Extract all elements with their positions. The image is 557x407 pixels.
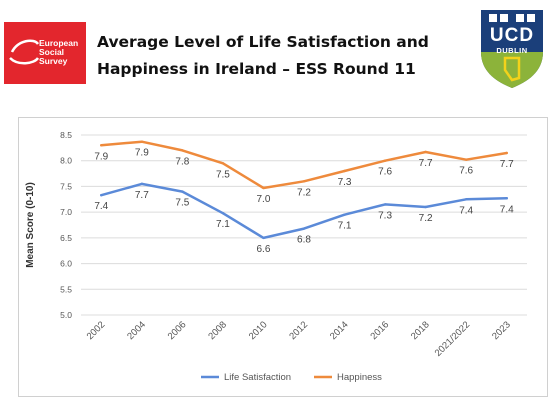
harp-icon (503, 56, 521, 82)
data-point (302, 180, 306, 183)
data-label: 7.7 (419, 158, 433, 169)
data-label: 7.1 (216, 219, 230, 230)
y-axis-ticks: 5.0 5.5 6.0 6.5 7.0 7.5 8.0 8.5 (60, 130, 72, 320)
ess-logo-text: European Social Survey (39, 39, 86, 66)
data-label: 7.7 (500, 159, 514, 170)
y-tick-label: 8.0 (60, 156, 72, 166)
chart-legend: Life Satisfaction Happiness (201, 372, 382, 383)
data-label: 7.2 (419, 213, 433, 224)
x-tick-label: 2002 (85, 319, 108, 342)
y-tick-label: 6.0 (60, 259, 72, 269)
legend-label: Life Satisfaction (224, 372, 291, 383)
data-label: 7.0 (257, 194, 271, 205)
data-label: 6.6 (257, 244, 271, 255)
ucd-logo-text: UCD (489, 25, 535, 46)
x-tick-label: 2006 (166, 319, 189, 342)
data-label: 7.3 (378, 210, 392, 221)
ess-logo-line: Survey (39, 56, 68, 66)
ucd-crest-shield (481, 10, 543, 88)
data-label: 7.9 (94, 151, 108, 162)
data-label: 6.8 (297, 235, 311, 246)
data-point (100, 144, 103, 147)
data-point (140, 140, 144, 143)
data-point (181, 190, 184, 193)
data-point (181, 149, 184, 152)
x-tick-label: 2008 (206, 319, 229, 342)
data-label: 7.2 (297, 187, 311, 198)
data-point (464, 198, 468, 201)
data-label: 7.6 (459, 166, 473, 177)
line-chart: 5.05.56.06.57.07.58.08.5 2002 2004 2006 200… (25, 130, 527, 383)
data-point (505, 151, 508, 155)
y-tick-label: 6.5 (60, 233, 72, 243)
x-tick-label: 2018 (409, 319, 432, 342)
y-tick-label: 7.0 (60, 207, 72, 217)
x-tick-label: 2004 (125, 319, 148, 342)
data-point (505, 197, 508, 200)
data-label: 7.4 (459, 205, 473, 216)
x-tick-label: 2010 (247, 319, 270, 342)
data-point (383, 203, 387, 206)
data-point (221, 211, 225, 215)
y-tick-label: 8.5 (60, 130, 72, 140)
x-tick-label: 2016 (368, 319, 391, 342)
chart-gridlines (81, 134, 527, 316)
data-label: 7.1 (338, 221, 352, 232)
data-point (424, 150, 427, 154)
x-axis-ticks: 2002 2004 2006 2008 2010 2012 2014 2016 2018 2021… (85, 319, 513, 359)
y-tick-label: 5.0 (60, 310, 72, 320)
data-point (424, 205, 427, 209)
x-tick-label: 2012 (287, 319, 310, 342)
ess-logo: European Social Survey (4, 22, 86, 84)
data-point (100, 193, 103, 197)
page-title: Average Level of Life Satisfaction and H… (97, 29, 437, 83)
data-label: 7.5 (216, 169, 230, 180)
chart-container: 5.0 5.5 6.0 6.5 7.0 7.5 8.0 8.5 2002 2004 2006 200… (18, 117, 548, 397)
y-tick-label: 7.5 (60, 181, 72, 191)
data-label: 7.6 (378, 167, 392, 178)
data-label: 7.9 (135, 148, 149, 159)
data-label: 7.3 (338, 177, 352, 188)
x-tick-label: 2014 (328, 319, 351, 342)
data-point (262, 186, 265, 190)
legend-label: Happiness (337, 372, 382, 383)
ess-logo-line: Social (39, 47, 65, 57)
ess-logo-line: European (39, 38, 79, 48)
data-point (343, 213, 346, 216)
data-point (464, 158, 468, 161)
page-title-line: Happiness in Ireland – ESS Round 11 (97, 60, 416, 78)
data-label: 7.5 (175, 198, 189, 209)
data-label: 7.8 (175, 156, 189, 167)
x-tick-label: 2021/2022 (433, 319, 473, 359)
page-title-line: Average Level of Life Satisfaction and (97, 33, 429, 51)
data-label: 7.4 (500, 204, 514, 215)
y-tick-label: 5.5 (60, 284, 72, 294)
data-point (140, 182, 144, 186)
ucd-logo: UCD DUBLIN (479, 8, 545, 90)
data-point (302, 227, 306, 230)
data-label: 7.4 (94, 201, 108, 212)
chart-series (100, 140, 508, 240)
data-point (262, 236, 265, 240)
data-label: 7.7 (135, 190, 149, 201)
data-point (221, 162, 225, 165)
data-point (343, 169, 346, 173)
y-axis-label: Mean Score (0-10) (25, 182, 36, 268)
ess-logo-mark (9, 39, 40, 65)
chart-data-labels: 7.4 7.7 7.5 7.1 6.6 6.8 7.1 7.3 7.2 7.4 7.4 7.9 7.9 7… (94, 148, 514, 255)
data-point (383, 159, 387, 162)
x-tick-label: 2023 (490, 319, 513, 342)
ucd-logo-subtext: DUBLIN (496, 46, 528, 55)
